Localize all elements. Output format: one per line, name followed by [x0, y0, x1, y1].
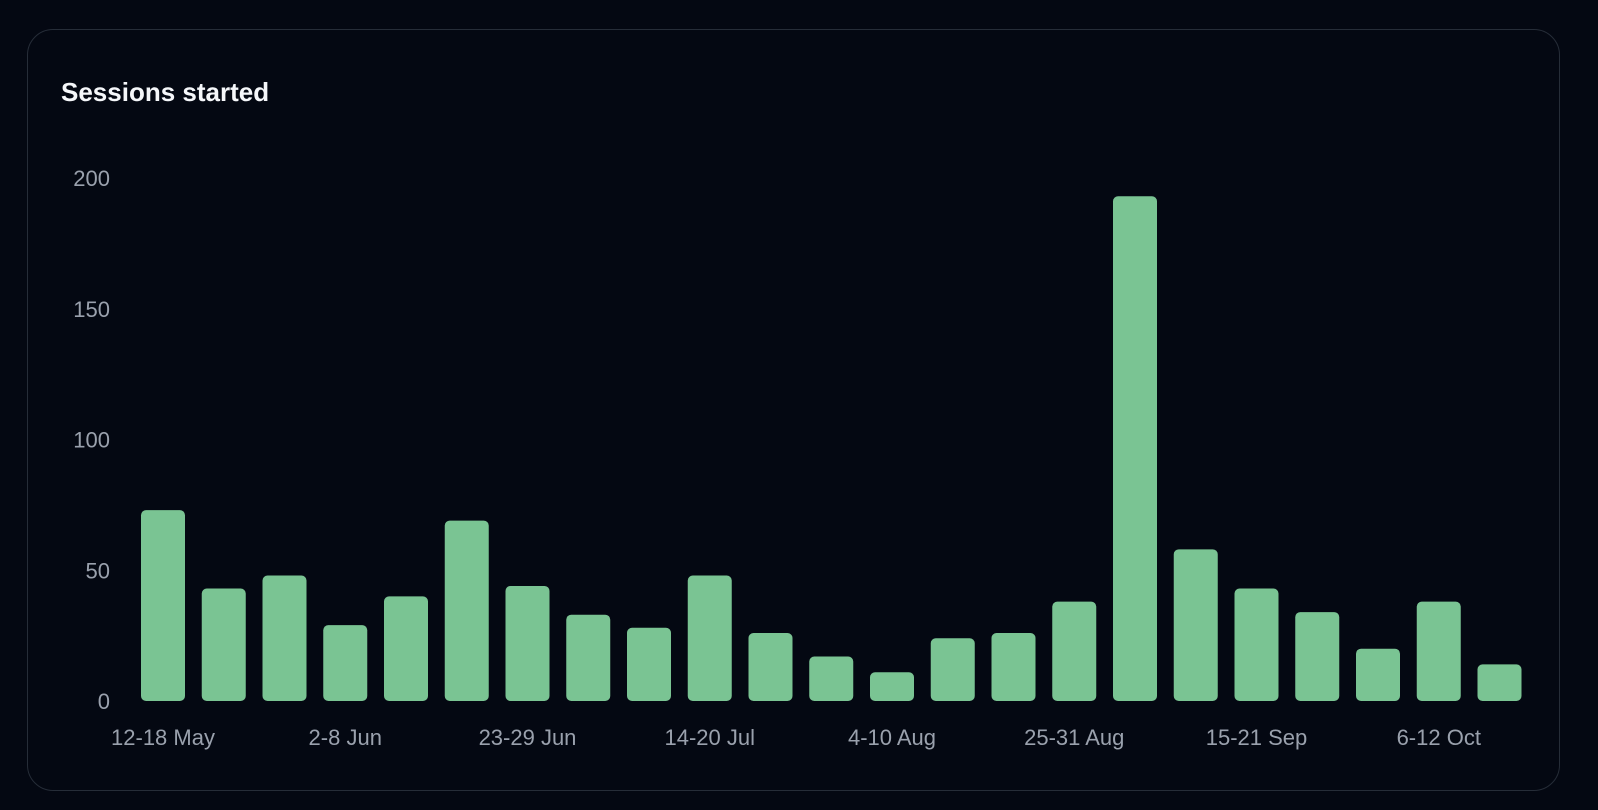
bar[interactable]: 9-15 Jun: 40: [384, 596, 428, 701]
bar[interactable]: 12-18 May: 73: [141, 510, 185, 701]
y-tick-label: 50: [86, 558, 110, 583]
bar[interactable]: 25-31 Aug: 38: [1052, 601, 1097, 701]
x-tick-label: 25-31 Aug: [1024, 725, 1124, 750]
x-tick-label: 6-12 Oct: [1397, 725, 1481, 750]
x-tick-label: 12-18 May: [111, 725, 215, 750]
bar[interactable]: 8-14 Sep: 58: [1173, 549, 1218, 701]
x-tick-label: 15-21 Sep: [1206, 725, 1308, 750]
bar[interactable]: 19-25 May: 43: [201, 588, 246, 701]
bar[interactable]: 22-28 Sep: 34: [1295, 612, 1340, 701]
bar[interactable]: 23-29 Jun: 44: [505, 585, 550, 701]
bar[interactable]: 28 Jul-3 Aug: 17: [809, 656, 854, 701]
y-tick-label: 150: [73, 297, 110, 322]
bars: 12-18 May: 73 19-25 May: 43 26 May-1 Jun: …: [141, 196, 1522, 701]
y-tick-label: 0: [98, 689, 110, 714]
bar[interactable]: 7-13 Jul: 28: [627, 627, 671, 701]
bar[interactable]: 13-19 Oct: 14: [1477, 664, 1522, 701]
bar[interactable]: 2-8 Jun: 29: [323, 625, 368, 701]
x-tick-label: 2-8 Jun: [309, 725, 382, 750]
x-tick-label: 14-20 Jul: [664, 725, 755, 750]
bar[interactable]: 16-22 Jun: 69: [444, 520, 489, 701]
bar[interactable]: 6-12 Oct: 38: [1416, 601, 1461, 701]
x-axis: 12-18 May 2-8 Jun 23-29 Jun 14-20 Jul 4-10 A…: [111, 725, 1481, 750]
bar[interactable]: 26 May-1 Jun: 48: [262, 575, 307, 701]
bar[interactable]: 18-24 Aug: 26: [991, 633, 1036, 701]
bar[interactable]: 29 Sep-5 Oct: 20: [1356, 648, 1400, 701]
y-tick-label: 100: [73, 428, 110, 453]
bar[interactable]: 4-10 Aug: 11: [870, 672, 914, 701]
bar[interactable]: 11-17 Aug: 24: [930, 638, 975, 701]
x-tick-label: 4-10 Aug: [848, 725, 936, 750]
x-tick-label: 23-29 Jun: [479, 725, 577, 750]
bar[interactable]: 30 Jun-6 Jul: 33: [566, 614, 611, 701]
bar[interactable]: 14-20 Jul: 48: [687, 575, 732, 701]
chart-title: Sessions started: [61, 77, 270, 107]
y-axis: 0 50 100 150 200: [73, 166, 110, 714]
bar[interactable]: 1-7 Sep: 193: [1113, 196, 1157, 701]
bar[interactable]: 21-27 Jul: 26: [748, 633, 793, 701]
bar[interactable]: 15-21 Sep: 43: [1234, 588, 1279, 701]
y-tick-label: 200: [73, 166, 110, 191]
